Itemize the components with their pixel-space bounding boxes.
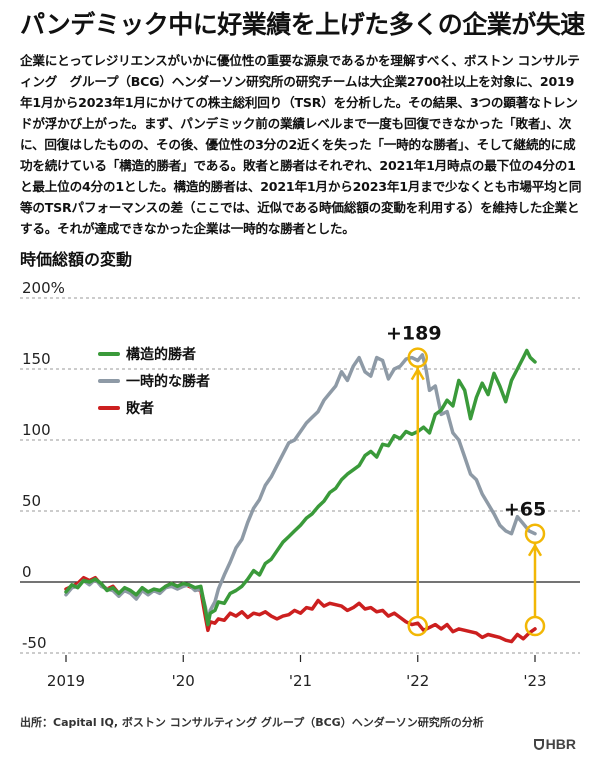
source-note: 出所：Capital IQ, ボストン コンサルティング グループ（BCG）ヘン…	[20, 716, 484, 729]
y-tick-label: 0	[22, 563, 32, 581]
annotation-arrowhead	[527, 544, 543, 557]
annotation-marker-bottom	[407, 615, 428, 637]
legend-label-temporary: 一時的な勝者	[126, 373, 210, 390]
x-tick-label: '20	[172, 672, 195, 690]
annotation-marker-top	[407, 347, 428, 368]
y-tick-label: -50	[22, 634, 47, 652]
series-line-temporary	[64, 353, 537, 625]
y-tick-label: 200%	[22, 280, 65, 297]
annotation-label: +189	[386, 323, 442, 345]
annotation-arrowhead	[410, 368, 425, 381]
y-tick-label: 150	[22, 350, 51, 368]
chart-grid	[20, 297, 580, 654]
annotation-marker-top	[524, 523, 546, 544]
series-line-loser	[64, 575, 537, 644]
x-tick-label: '21	[289, 672, 312, 690]
y-tick-label: 100	[22, 421, 51, 439]
logo-text: HBR	[545, 736, 576, 752]
x-tick-label: '22	[406, 672, 429, 690]
intro-paragraph: 企業にとってレジリエンスがいかに優位性の重要な源泉であるかを理解すべく、ボストン…	[20, 53, 582, 236]
legend-label-structural: 構造的勝者	[126, 346, 196, 363]
chart-series	[64, 348, 537, 644]
legend-label-loser: 敗者	[126, 400, 154, 417]
x-tick-label: 2019	[47, 672, 85, 690]
shield-icon	[533, 739, 544, 750]
y-axis: 200% 150 100 50 0 -50	[22, 280, 65, 652]
y-tick-label: 50	[22, 492, 41, 510]
page-title: パンデミック中に好業績を上げた多くの企業が失速	[20, 10, 585, 39]
annotation-label: +65	[504, 499, 546, 521]
x-tick-label: '23	[523, 672, 546, 690]
chart-subtitle: 時価総額の変動	[20, 250, 133, 269]
chart-annotations: +189 +65	[386, 323, 546, 637]
series-line-structural	[64, 348, 537, 627]
x-axis: 2019 '20 '21 '22 '23	[47, 655, 547, 690]
hbr-logo: HBR	[533, 736, 576, 752]
line-chart: 200% 150 100 50 0 -50 2019 '20 '21 '22 '23 +189 +6…	[20, 280, 580, 690]
annotation-marker-bottom	[524, 615, 546, 637]
